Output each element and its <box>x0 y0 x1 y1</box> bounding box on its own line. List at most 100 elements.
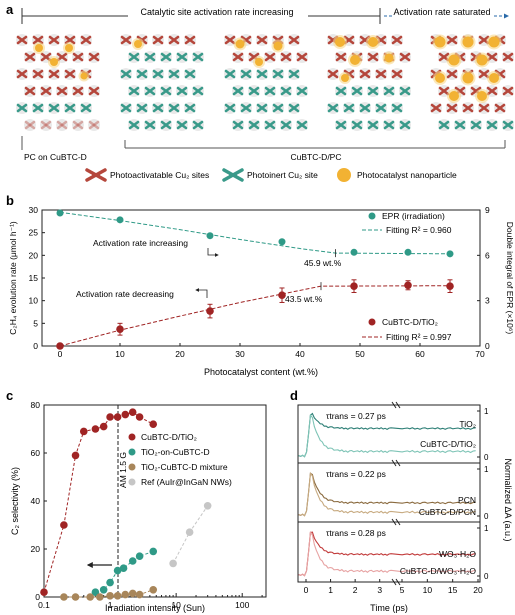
photoinert-cu2-site <box>160 86 172 96</box>
photoinert-cu2-site <box>144 120 156 130</box>
photoinert-cu2-site <box>176 52 188 62</box>
point-c-2 <box>149 586 158 594</box>
photoinert-cu2-site <box>192 120 204 130</box>
legend-c-mixture-label: TiO₂-CuBTC-D mixture <box>141 462 228 472</box>
panel-b-letter: b <box>6 193 14 208</box>
legend-cubtc-marker <box>368 318 376 326</box>
legend-c-cubtc-label: CuBTC-D/TiO₂ <box>141 432 197 442</box>
photoactivatable-cu2-site <box>64 35 76 45</box>
point-c-2 <box>106 592 114 600</box>
x-tick-label-d: 3 <box>377 585 382 595</box>
photocatalyst-nanoparticle <box>80 72 88 80</box>
photoinert-cu2-site <box>280 86 292 96</box>
photoinert-cu2-site <box>136 69 148 79</box>
legend-photoactivatable: Photoactivatable Cu₂ sites <box>85 168 209 182</box>
tau-label-2: τtrans = 0.22 ps <box>326 469 386 479</box>
cubtc-point <box>116 325 124 334</box>
photoinert-cu2-site <box>343 103 355 113</box>
photocatalyst-nanoparticle <box>368 37 378 47</box>
point-c-0 <box>113 413 122 421</box>
tas-y-tick-label: 1 <box>484 524 489 533</box>
photoinert-cu2-site <box>224 69 236 79</box>
annotation-rate-increasing: Activation rate increasing <box>93 238 188 248</box>
photoactivatable-cu2-site <box>399 52 411 62</box>
photoactivatable-cu2-site <box>288 35 300 45</box>
tas-curve-bottom <box>298 471 476 517</box>
photoinert-cu2-site <box>399 86 411 96</box>
tas-y-tick-label: 1 <box>484 407 489 416</box>
tas-row-3: 01 <box>297 518 489 583</box>
photoactivatable-cu2-site <box>462 103 474 113</box>
photoinert-cu2-site <box>192 86 204 96</box>
teal-cu2-icon <box>222 168 244 182</box>
point-c-0 <box>71 451 80 460</box>
x-tick-label-b: 20 <box>175 349 185 359</box>
point-c-2 <box>113 592 122 600</box>
framework-1 <box>16 34 100 131</box>
cubtc-point <box>56 342 64 350</box>
photocatalyst-nanoparticle <box>35 44 43 52</box>
framework-3 <box>224 34 308 131</box>
photoinert-cu2-site <box>288 69 300 79</box>
point-c-0 <box>91 425 100 433</box>
photoactivatable-cu2-site <box>391 35 403 45</box>
photocatalyst-nanoparticle <box>273 41 283 51</box>
legend-photoinert-label: Photoinert Cu₂ site <box>247 170 318 180</box>
photoactivatable-cu2-site <box>438 52 450 62</box>
y-tick-label-c: 20 <box>31 544 41 554</box>
photoactivatable-cu2-site <box>367 52 379 62</box>
axis-break-mark <box>395 459 401 467</box>
photoinert-cu2-site <box>120 103 132 113</box>
photoinert-cu2-site <box>48 103 60 113</box>
photoactivatable-cu2-site <box>56 120 68 130</box>
point-c-0 <box>128 408 137 417</box>
tas-curve-bottom <box>298 530 476 577</box>
photoinert-cu2-site <box>240 103 252 113</box>
photocatalyst-nanoparticle <box>489 73 499 83</box>
photoinert-cu2-site <box>383 86 395 96</box>
photoinert-cu2-site <box>264 86 276 96</box>
point-c-1 <box>119 564 128 572</box>
x-tick-label-d: 2 <box>353 585 358 595</box>
framework-2 <box>120 34 204 131</box>
tas-y-tick-label: 0 <box>484 453 489 462</box>
photoactivatable-cu2-site <box>32 69 44 79</box>
photoactivatable-cu2-site <box>16 69 28 79</box>
photoinert-cu2-site <box>64 103 76 113</box>
photoactivatable-cu2-site <box>359 69 371 79</box>
photoinert-cu2-site <box>256 69 268 79</box>
x-tick-label-c: 1 <box>108 600 113 610</box>
photoactivatable-cu2-site <box>48 69 60 79</box>
photoactivatable-cu2-site <box>430 103 442 113</box>
photoinert-cu2-site <box>160 120 172 130</box>
photoactivatable-cu2-site <box>375 69 387 79</box>
photocatalyst-nanoparticle <box>384 53 394 63</box>
epr-point <box>350 248 358 256</box>
photoinert-cu2-site <box>486 120 498 130</box>
photoactivatable-cu2-site <box>88 86 100 96</box>
nanoparticle-icon <box>337 168 351 182</box>
photoactivatable-cu2-site <box>335 52 347 62</box>
y-tick-label-b-right: 9 <box>485 205 490 215</box>
photoinert-cu2-site <box>272 103 284 113</box>
photocatalyst-nanoparticle <box>65 44 73 52</box>
y-axis-label-b-right: Double integral of EPR (×10⁶) <box>505 222 515 335</box>
decrease-pointer <box>195 288 208 298</box>
rate-label-bg <box>128 5 308 19</box>
y-tick-label-b-left: 30 <box>29 205 39 215</box>
photoinert-cu2-site <box>152 103 164 113</box>
legend-photoinert: Photoinert Cu₂ site <box>222 168 318 182</box>
framework-4 <box>327 34 411 131</box>
point-c-1 <box>149 547 158 556</box>
photoinert-cu2-site <box>240 69 252 79</box>
photocatalyst-nanoparticle <box>255 58 263 66</box>
photoinert-cu2-site <box>454 120 466 130</box>
legend-c-ref-marker <box>128 478 136 486</box>
photocatalyst-nanoparticle <box>477 91 487 101</box>
legend-c-cubtc-marker <box>128 433 136 441</box>
x-axis-label-d: Time (ps) <box>370 603 408 613</box>
photoinert-cu2-site <box>351 86 363 96</box>
